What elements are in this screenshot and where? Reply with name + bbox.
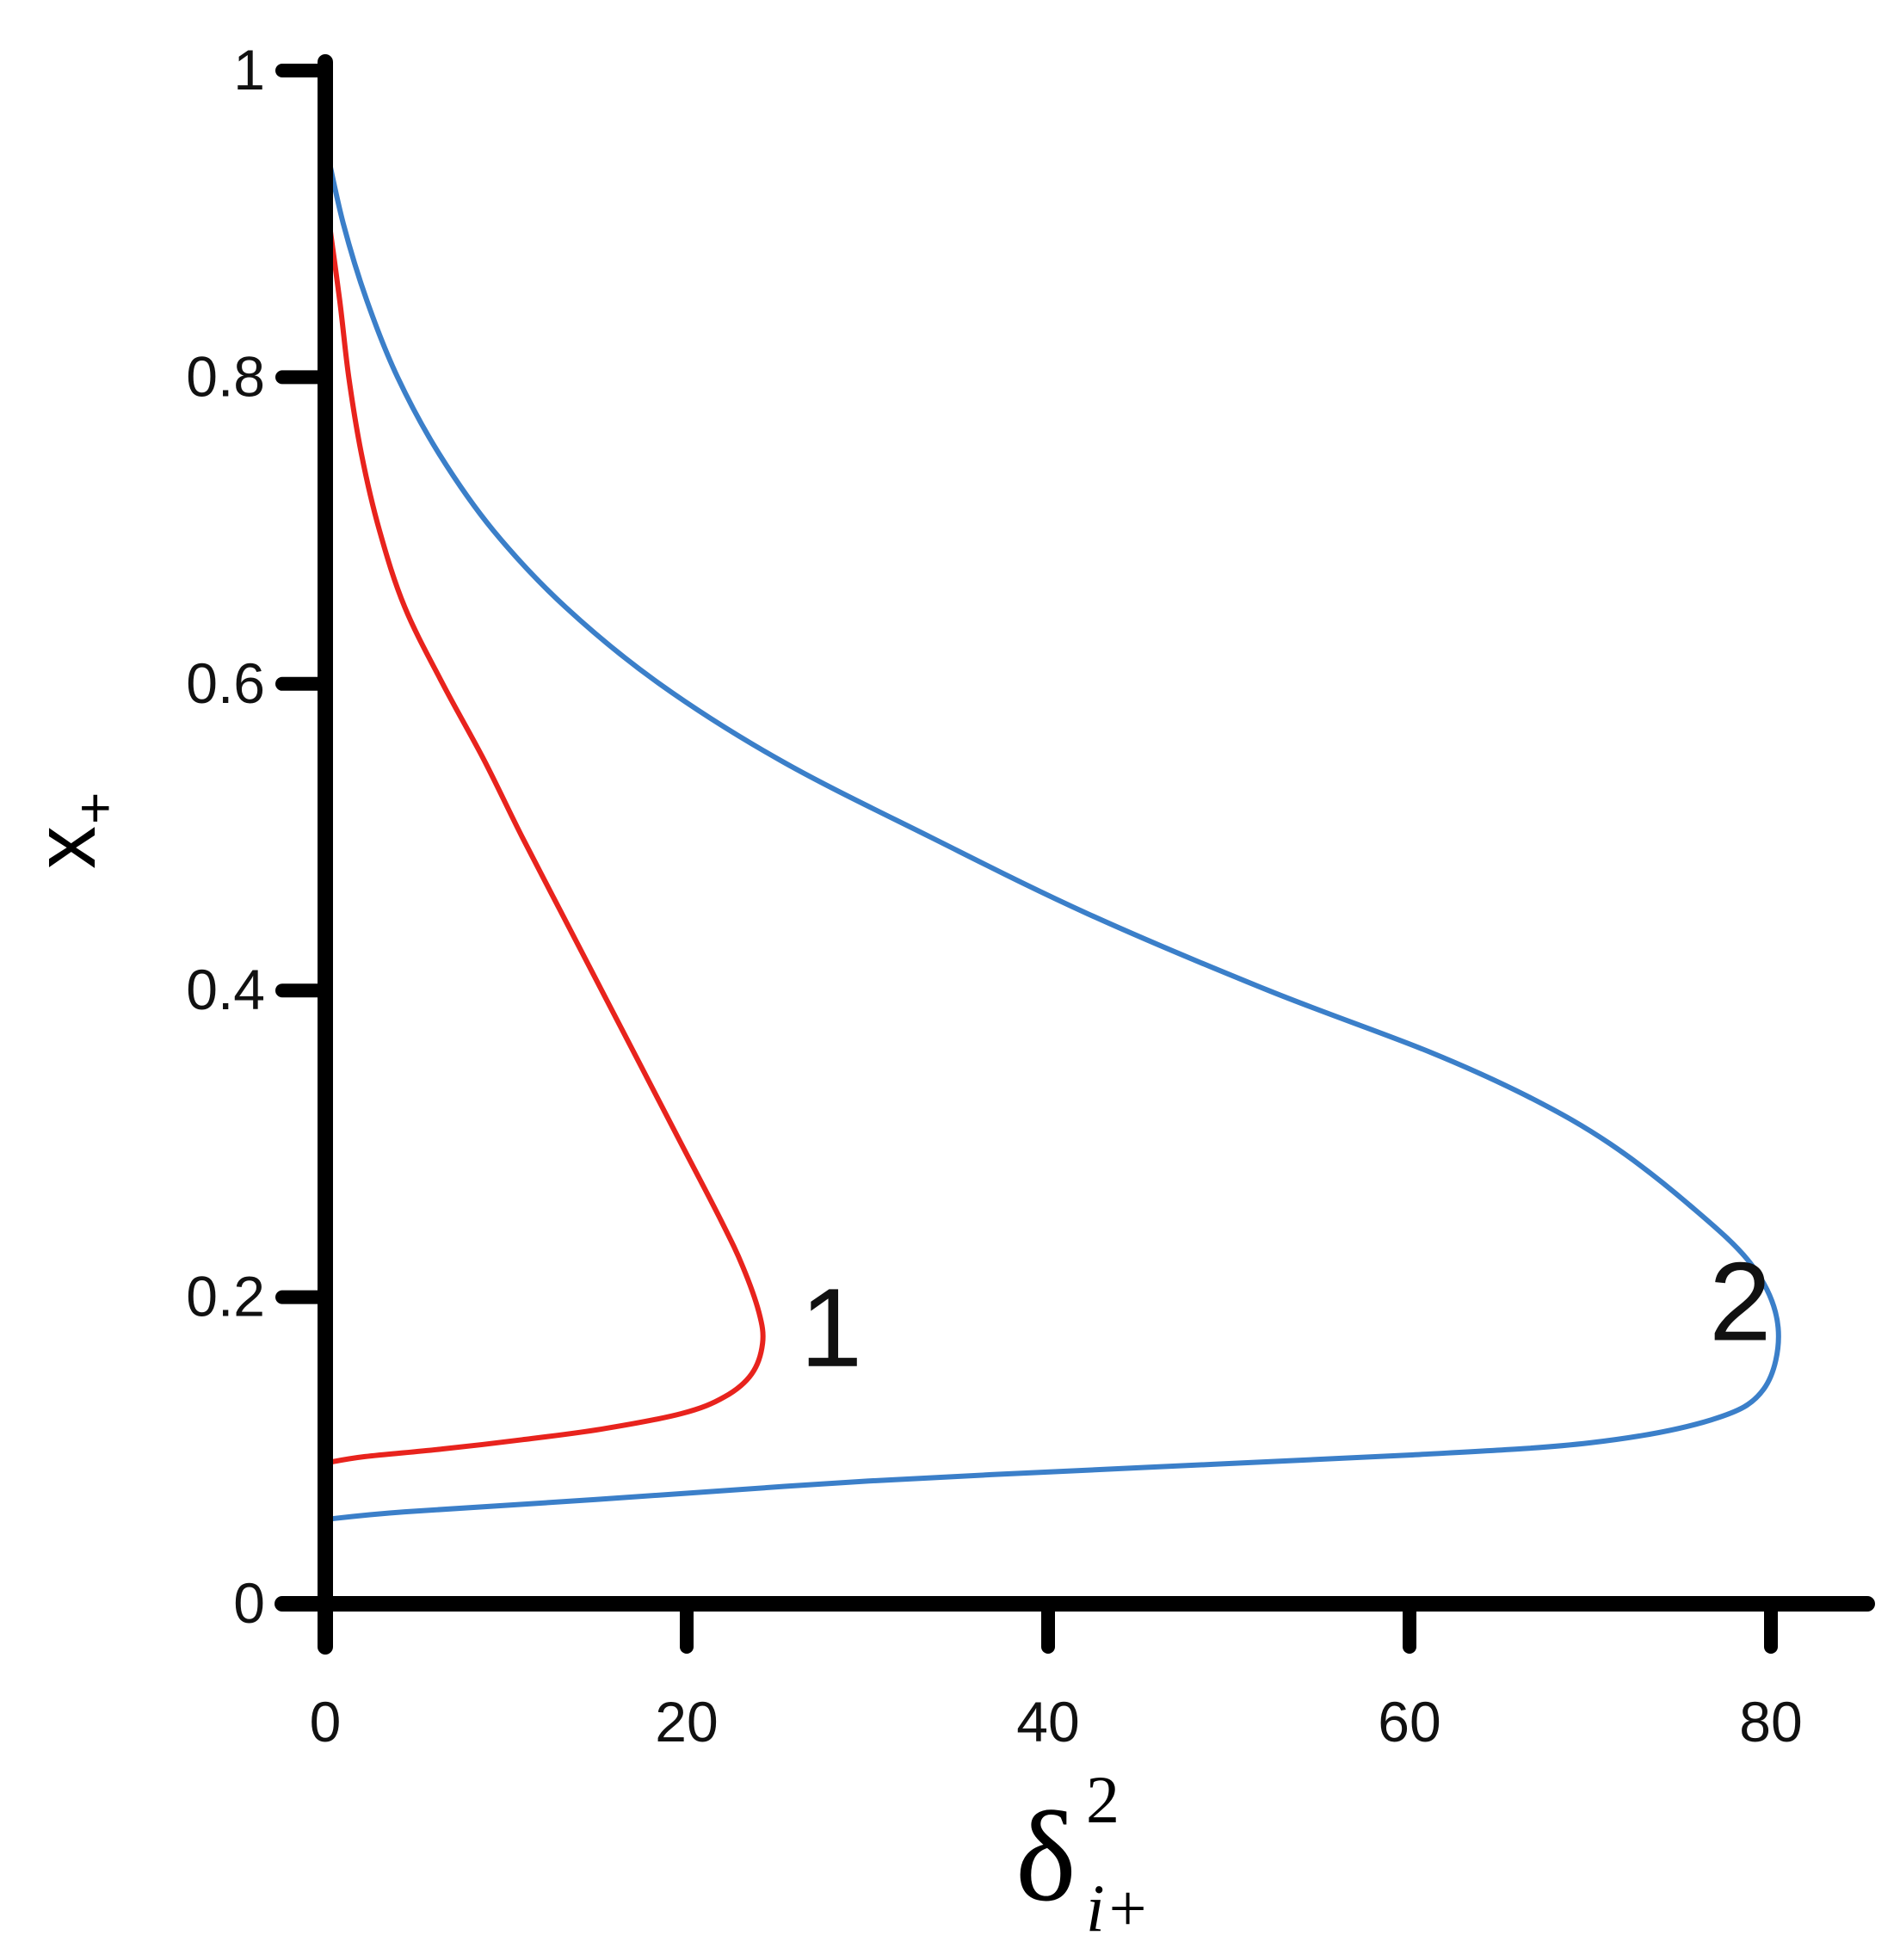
series-1-line <box>324 204 766 1466</box>
series-2-line <box>323 139 1781 1522</box>
x-tick-label: 0 <box>310 1690 342 1754</box>
x-tick-label: 80 <box>1739 1690 1802 1754</box>
curves <box>323 139 1781 1522</box>
y-tick-label: 0.8 <box>186 344 265 408</box>
ticks: 0 0.2 0.4 0.6 0.8 1 0 20 40 60 80 <box>186 38 1802 1754</box>
y-tick-label: 0 <box>233 1571 265 1635</box>
y-tick-label: 0.2 <box>186 1265 265 1328</box>
x-axis-title-subscript: i+ <box>1086 1871 1150 1945</box>
curve-label-2: 2 <box>1709 1238 1771 1364</box>
y-tick-label: 0.4 <box>186 958 265 1021</box>
x-axis-title: δ <box>1015 1785 1076 1928</box>
x-tick-label: 40 <box>1016 1690 1079 1754</box>
x-tick-label: 20 <box>655 1690 718 1754</box>
labels: x+δ 2i+1 2 <box>17 792 1771 1945</box>
x-axis-title-superscript: 2 <box>1086 1762 1120 1837</box>
x-tick-label: 60 <box>1378 1690 1440 1754</box>
y-axis-title: x+ <box>17 792 126 869</box>
axes <box>275 54 1875 1655</box>
y-tick-label: 1 <box>233 38 265 102</box>
curve-label-1: 1 <box>800 1265 862 1390</box>
y-tick-label: 0.6 <box>186 651 265 715</box>
